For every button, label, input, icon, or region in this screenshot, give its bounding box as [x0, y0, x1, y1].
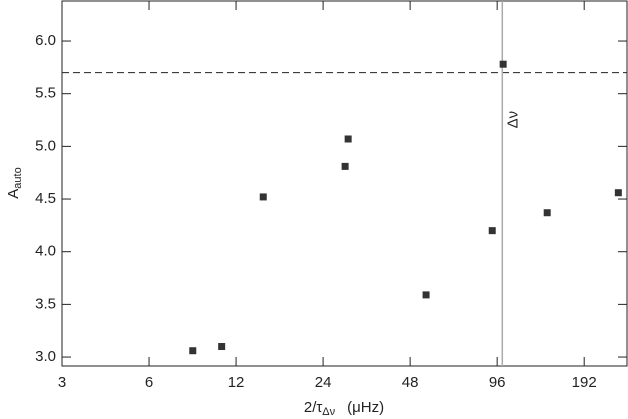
x-label-sub: Δν — [322, 406, 335, 418]
x-label-main: 2/τ — [304, 399, 323, 416]
x-tick-label: 6 — [145, 374, 153, 391]
x-tick-label: 192 — [572, 374, 597, 391]
x-tick-label: 3 — [58, 374, 66, 391]
point — [189, 347, 197, 355]
point — [499, 60, 507, 68]
y-tick-label: 5.5 — [35, 85, 56, 102]
y-tick-label: 3.5 — [35, 295, 56, 312]
point — [614, 189, 622, 197]
y-tick-label: 4.5 — [35, 190, 56, 207]
delta-nu-label: Δν — [504, 111, 521, 129]
x-tick-label: 24 — [315, 374, 332, 391]
y-tick-label: 6.0 — [35, 32, 56, 49]
point — [344, 135, 352, 143]
y-label-sub: auto — [12, 167, 24, 188]
point — [543, 209, 551, 217]
point — [259, 193, 267, 201]
y-axis-label: Aauto — [5, 167, 24, 198]
x-tick-label: 96 — [489, 374, 506, 391]
y-label-main: A — [5, 189, 22, 199]
point — [488, 227, 496, 235]
point — [341, 162, 349, 170]
x-label-unit: (μHz) — [347, 399, 384, 416]
y-tick-label: 4.0 — [35, 243, 56, 260]
point — [422, 291, 430, 299]
x-tick-label: 48 — [402, 374, 419, 391]
point — [218, 343, 226, 351]
x-axis-label: 2/τΔν (μHz) — [304, 399, 384, 418]
x-tick-label: 12 — [228, 374, 245, 391]
plot-frame — [61, 0, 628, 367]
y-tick-label: 5.0 — [35, 137, 56, 154]
y-tick-label: 3.0 — [35, 348, 56, 365]
